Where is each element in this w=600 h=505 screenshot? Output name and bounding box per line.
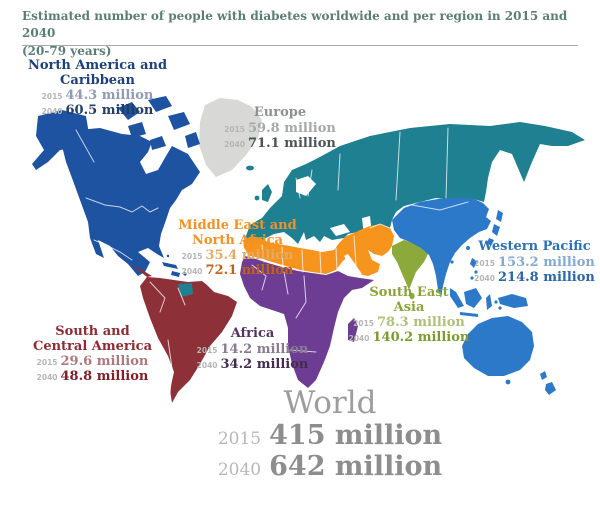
title-divider xyxy=(22,45,578,46)
year-2040-label: 2040 xyxy=(224,139,246,149)
sea-overlay-black-sea xyxy=(330,224,350,236)
sea-overlay-baltic xyxy=(296,176,316,196)
value-2040: 34.2 million xyxy=(220,356,309,372)
region-label-north-america-caribbean: North America and Caribbean 2015 44.3 mil… xyxy=(15,58,180,119)
region-label-africa: Africa 2015 14.2 million 2040 34.2 million xyxy=(175,326,330,372)
map-region-western-pacific xyxy=(392,198,556,395)
region-name: Middle East and xyxy=(178,218,297,233)
value-2040: 60.5 million xyxy=(65,103,154,119)
value-2015: 14.2 million xyxy=(220,341,309,357)
country-borders xyxy=(75,127,469,395)
value-2040: 71.1 million xyxy=(248,135,336,151)
map-region-south-east-asia xyxy=(392,240,428,300)
region-label-western-pacific: Western Pacific 2015 153.2 million 2040 21… xyxy=(452,239,600,285)
year-2040-label: 2040 xyxy=(41,107,63,117)
value-2015: 153.2 million xyxy=(498,254,595,270)
region-name: North America and xyxy=(27,58,168,73)
value-2015: 29.6 million xyxy=(60,354,149,370)
value-2040: 72.1 million xyxy=(205,263,294,279)
world-map xyxy=(32,96,585,403)
region-name-line2: Central America xyxy=(32,338,153,354)
region-label-south-east-asia: South East Asia 2015 78.3 million 2040 140… xyxy=(330,285,488,346)
page-title-line2: (20-79 years) xyxy=(22,43,112,58)
region-label-middle-east-north-africa: Middle East and North Africa 2015 35.4 mi… xyxy=(160,218,315,279)
region-name-line2: Asia xyxy=(393,299,425,315)
value-2015: 35.4 million xyxy=(205,248,294,264)
year-2040-label: 2040 xyxy=(36,373,58,383)
year-2040-label: 2040 xyxy=(474,273,495,283)
year-2040-label: 2040 xyxy=(196,360,218,370)
year-2015-label: 2015 xyxy=(474,258,495,268)
map-region-south-central-america xyxy=(132,265,237,403)
world-value-2015: 415 million xyxy=(269,420,443,452)
page-title: Estimated number of people with diabetes… xyxy=(22,8,594,60)
value-2015: 44.3 million xyxy=(65,88,154,104)
region-name: Western Pacific xyxy=(478,239,591,254)
region-name: Europe xyxy=(253,105,307,120)
world-year-2040-label: 2040 xyxy=(217,460,262,481)
region-label-south-central-america: South and Central America 2015 29.6 milli… xyxy=(15,324,170,385)
year-2015-label: 2015 xyxy=(196,345,218,355)
map-region-greenland xyxy=(199,98,262,177)
value-2015: 59.8 million xyxy=(248,120,336,136)
page-title-line1: Estimated number of people with diabetes… xyxy=(22,9,568,41)
value-2040: 214.8 million xyxy=(498,269,595,285)
year-2015-label: 2015 xyxy=(41,92,63,102)
year-2015-label: 2015 xyxy=(353,319,375,329)
map-region-french-guiana xyxy=(178,283,193,297)
year-2015-label: 2015 xyxy=(181,252,203,262)
map-region-north-america-caribbean xyxy=(32,96,200,277)
year-2040-label: 2040 xyxy=(348,334,370,344)
region-name: South and xyxy=(55,324,130,339)
year-2015-label: 2015 xyxy=(36,358,58,368)
year-2015-label: 2015 xyxy=(224,124,246,134)
year-2040-label: 2040 xyxy=(181,267,203,277)
map-region-africa xyxy=(240,256,374,388)
world-title: World xyxy=(283,385,377,421)
world-total-block: World 2015 415 million 2040 642 million xyxy=(170,386,490,483)
value-2040: 140.2 million xyxy=(372,330,470,346)
region-label-europe: Europe 2015 59.8 million 2040 71.1 million xyxy=(200,105,360,151)
region-name-line2: North Africa xyxy=(192,232,283,248)
value-2015: 78.3 million xyxy=(377,315,465,331)
world-year-2015-label: 2015 xyxy=(217,429,262,450)
value-2040: 48.8 million xyxy=(60,369,149,385)
region-name: South East xyxy=(369,285,449,300)
region-name-line2: Caribbean xyxy=(60,72,135,88)
sea-overlay-red-sea xyxy=(344,254,362,276)
region-name: Africa xyxy=(230,326,275,341)
world-value-2040: 642 million xyxy=(269,451,443,483)
map-region-europe xyxy=(246,122,585,246)
